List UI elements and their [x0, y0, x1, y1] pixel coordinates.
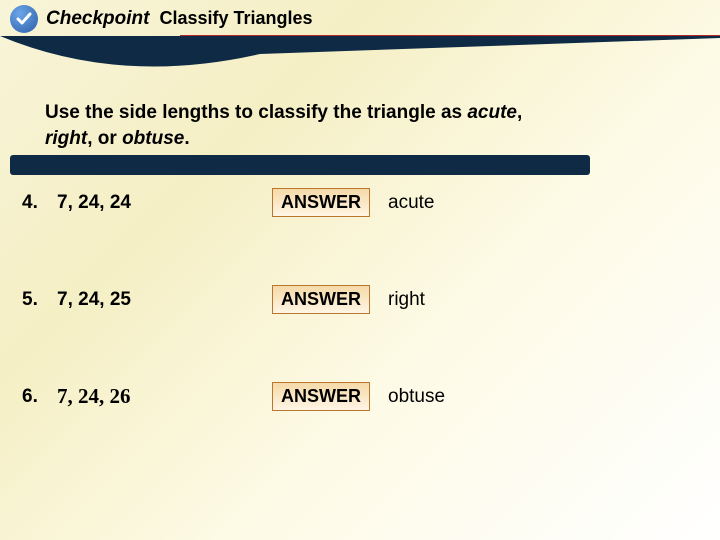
problem-number: 6.	[22, 386, 57, 408]
instr-suffix: .	[184, 128, 189, 149]
instr-prefix: Use the side lengths to classify the tri…	[45, 102, 467, 123]
problem-row: 5. 7, 24, 25 ANSWER right	[22, 285, 680, 314]
instr-acute: acute	[467, 102, 517, 123]
answer-button[interactable]: ANSWER	[272, 188, 370, 217]
problem-number: 4.	[22, 192, 57, 214]
title-wrap: Classify Triangles	[159, 8, 720, 31]
dark-band	[10, 155, 590, 175]
header: Checkpoint Classify Triangles	[0, 0, 720, 38]
problem-sides: 7, 24, 26	[57, 384, 272, 409]
instr-obtuse: obtuse	[122, 128, 184, 149]
checkpoint-label: Checkpoint	[46, 8, 149, 30]
problem-row: 4. 7, 24, 24 ANSWER acute	[22, 188, 680, 217]
problem-row: 6. 7, 24, 26 ANSWER obtuse	[22, 382, 680, 411]
instruction-text: Use the side lengths to classify the tri…	[45, 100, 670, 151]
problems-list: 4. 7, 24, 24 ANSWER acute 5. 7, 24, 25 A…	[22, 188, 680, 479]
problem-sides: 7, 24, 24	[57, 192, 272, 214]
classification-text: obtuse	[388, 386, 445, 408]
page-title: Classify Triangles	[159, 8, 720, 31]
problem-number: 5.	[22, 289, 57, 311]
instr-right: right	[45, 128, 87, 149]
classification-text: right	[388, 289, 425, 311]
answer-button[interactable]: ANSWER	[272, 285, 370, 314]
checkmark-icon	[10, 5, 38, 33]
instr-mid1: ,	[517, 102, 522, 123]
problem-sides: 7, 24, 25	[57, 289, 272, 311]
classification-text: acute	[388, 192, 434, 214]
answer-button[interactable]: ANSWER	[272, 382, 370, 411]
instr-mid2: , or	[87, 128, 122, 149]
